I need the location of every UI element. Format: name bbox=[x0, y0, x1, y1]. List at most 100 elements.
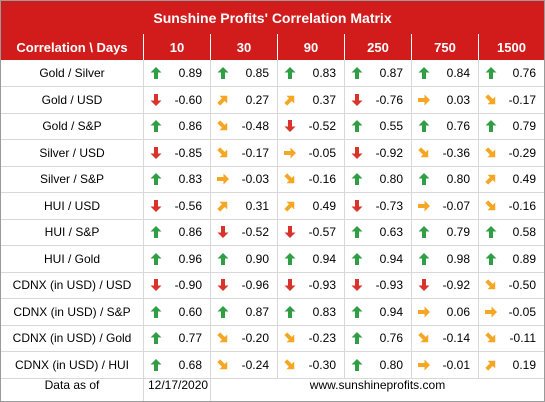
arrow-up-icon bbox=[284, 67, 296, 79]
arrow-down-right-icon bbox=[418, 332, 429, 343]
row-label: CDNX (in USD) / Gold bbox=[1, 325, 144, 351]
correlation-value: -0.16 bbox=[508, 198, 536, 213]
footer-date: 12/17/2020 bbox=[144, 368, 211, 401]
correlation-value: 0.98 bbox=[446, 251, 470, 266]
correlation-value: 0.76 bbox=[446, 119, 470, 133]
row-label: Silver / S&P bbox=[1, 166, 144, 192]
correlation-value: 0.79 bbox=[512, 119, 536, 133]
arrow-right-icon bbox=[485, 306, 497, 317]
row-label: CDNX (in USD) / HUI bbox=[1, 351, 144, 378]
arrow-up-icon bbox=[351, 226, 363, 238]
arrow-down-icon bbox=[351, 93, 363, 106]
arrow-up-icon bbox=[351, 305, 363, 318]
footer-label: Data as of bbox=[1, 368, 144, 401]
arrow-up-right-icon bbox=[485, 174, 496, 185]
correlation-value: -0.17 bbox=[508, 92, 536, 107]
table-row: CDNX (in USD) / USD -0.90 -0.96 -0.93 -0.93 -… bbox=[1, 272, 544, 299]
correlation-value: -0.23 bbox=[308, 331, 336, 345]
arrow-up-icon bbox=[150, 120, 162, 132]
header-period-1500: 1500 bbox=[497, 39, 526, 55]
arrow-down-right-icon bbox=[284, 358, 295, 369]
header-period-90: 90 bbox=[278, 34, 345, 60]
correlation-value: -0.60 bbox=[174, 92, 202, 107]
correlation-value: 0.86 bbox=[178, 225, 202, 239]
correlation-cell: 0.87 bbox=[345, 60, 412, 86]
arrow-up-icon bbox=[485, 252, 497, 265]
correlation-cell: -0.92 bbox=[412, 272, 479, 298]
correlation-cell: -0.96 bbox=[211, 272, 278, 298]
arrow-down-right-icon bbox=[284, 332, 295, 343]
row-label: HUI / Gold bbox=[1, 245, 144, 272]
correlation-value: -0.92 bbox=[375, 145, 403, 160]
correlation-cell: -0.50 bbox=[479, 272, 544, 298]
arrow-down-icon bbox=[351, 146, 363, 159]
arrow-up-icon bbox=[150, 67, 162, 79]
arrow-up-icon bbox=[150, 358, 162, 371]
arrow-down-icon bbox=[284, 279, 296, 291]
correlation-value: -0.16 bbox=[308, 172, 336, 186]
correlation-cell: -0.11 bbox=[479, 325, 544, 351]
correlation-value: -0.85 bbox=[174, 145, 202, 160]
correlation-value: 0.76 bbox=[379, 331, 403, 345]
correlation-value: -0.76 bbox=[375, 92, 403, 107]
correlation-value: -0.29 bbox=[508, 145, 536, 160]
correlation-cell: 0.94 bbox=[345, 298, 412, 325]
correlation-cell: -0.36 bbox=[412, 139, 479, 166]
correlation-value: -0.52 bbox=[308, 119, 336, 133]
correlation-value: -0.17 bbox=[241, 145, 269, 160]
correlation-cell: 0.98 bbox=[412, 245, 479, 272]
table-row: HUI / Gold 0.96 0.90 0.94 0.94 0.98 0.89 bbox=[1, 245, 544, 273]
arrow-up-icon bbox=[351, 252, 363, 265]
correlation-value: -0.57 bbox=[308, 225, 336, 239]
correlation-cell: 0.89 bbox=[479, 246, 544, 272]
correlation-value: -0.07 bbox=[442, 198, 470, 213]
correlation-cell: 0.49 bbox=[479, 166, 544, 192]
correlation-value: 0.80 bbox=[379, 357, 403, 372]
correlation-cell: 0.84 bbox=[412, 60, 479, 86]
correlation-value: 0.80 bbox=[379, 172, 403, 186]
correlation-value: -0.01 bbox=[442, 357, 470, 372]
correlation-value: 0.76 bbox=[512, 66, 536, 80]
row-label: Gold / USD bbox=[1, 86, 144, 113]
correlation-value: 0.49 bbox=[312, 198, 336, 213]
correlation-cell: 0.86 bbox=[144, 219, 211, 245]
correlation-value: -0.11 bbox=[509, 331, 536, 345]
correlation-cell: -0.90 bbox=[144, 272, 211, 298]
arrow-up-icon bbox=[351, 173, 363, 185]
correlation-value: 0.68 bbox=[178, 357, 202, 372]
correlation-cell: -0.52 bbox=[211, 219, 278, 245]
correlation-value: 0.63 bbox=[379, 225, 403, 239]
arrow-down-right-icon bbox=[217, 120, 228, 131]
correlation-value: 0.55 bbox=[379, 119, 403, 133]
correlation-value: 0.89 bbox=[512, 251, 536, 266]
arrow-up-icon bbox=[418, 252, 430, 265]
arrow-up-icon bbox=[351, 358, 363, 371]
correlation-cell: -0.07 bbox=[412, 192, 479, 219]
correlation-value: 0.49 bbox=[512, 172, 536, 186]
table-row: HUI / S&P 0.86 -0.52 -0.57 0.63 0.79 0.58 bbox=[1, 219, 544, 246]
arrow-right-icon bbox=[418, 200, 430, 211]
correlation-value: -0.05 bbox=[508, 304, 536, 319]
correlation-value: 0.90 bbox=[245, 251, 269, 266]
correlation-value: 0.06 bbox=[446, 304, 470, 319]
correlation-value: 0.86 bbox=[178, 119, 202, 133]
matrix-title: Sunshine Profits' Correlation Matrix bbox=[1, 1, 544, 35]
correlation-cell: 0.83 bbox=[278, 60, 345, 86]
correlation-cell: 0.76 bbox=[345, 325, 412, 351]
arrow-up-icon bbox=[485, 226, 497, 238]
correlation-cell: 0.55 bbox=[345, 113, 412, 139]
row-label: Gold / S&P bbox=[1, 113, 144, 139]
arrow-up-icon bbox=[418, 226, 430, 238]
correlation-cell: -0.56 bbox=[144, 192, 211, 219]
arrow-up-icon bbox=[485, 120, 497, 132]
header-corner: Correlation \ Days bbox=[1, 34, 144, 60]
arrow-down-icon bbox=[150, 199, 162, 212]
correlation-cell: -0.30 bbox=[278, 351, 345, 378]
arrow-up-right-icon bbox=[284, 201, 295, 212]
table-row: CDNX (in USD) / Gold 0.77 -0.20 -0.23 0.76 -0… bbox=[1, 325, 544, 352]
arrow-right-icon bbox=[418, 306, 430, 317]
correlation-cell: 0.76 bbox=[412, 113, 479, 139]
correlation-value: 0.58 bbox=[512, 225, 536, 239]
correlation-cell: -0.20 bbox=[211, 325, 278, 351]
correlation-value: -0.30 bbox=[308, 357, 336, 372]
